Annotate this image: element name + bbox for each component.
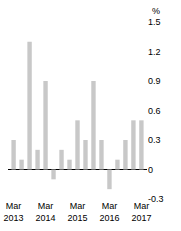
svg-text:Mar2015: Mar2015	[67, 201, 87, 223]
svg-text:0.9: 0.9	[148, 76, 161, 86]
svg-text:Mar2013: Mar2013	[4, 201, 24, 223]
svg-text:1.5: 1.5	[148, 17, 161, 27]
svg-text:Mar2014: Mar2014	[36, 201, 56, 223]
svg-text:-0.3: -0.3	[148, 194, 164, 204]
svg-text:1.2: 1.2	[148, 47, 161, 57]
svg-text:0: 0	[148, 165, 153, 175]
svg-text:Mar2017: Mar2017	[131, 201, 151, 223]
svg-text:0.6: 0.6	[148, 106, 161, 116]
svg-text:0.3: 0.3	[148, 135, 161, 145]
svg-text:Mar2016: Mar2016	[99, 201, 119, 223]
svg-text:%: %	[152, 6, 160, 16]
